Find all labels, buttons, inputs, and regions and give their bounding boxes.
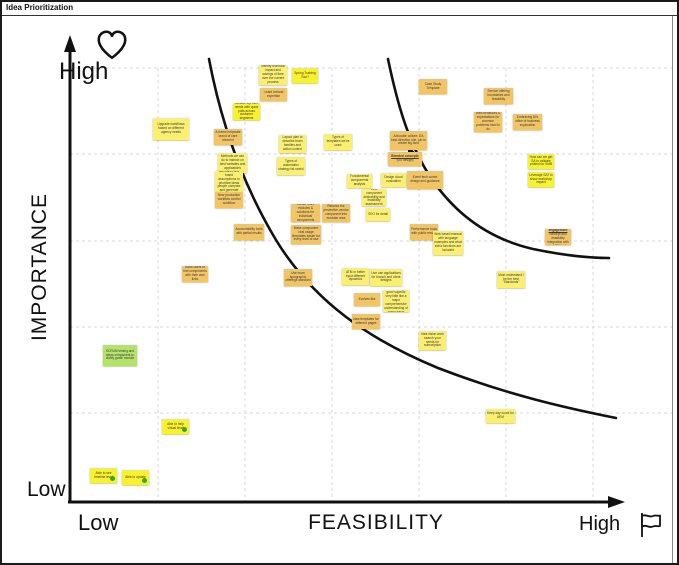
sticky-note[interactable]: Advocate culture: DA best direction role… <box>390 131 427 150</box>
sticky-note[interactable]: Embracing AI's office of business explor… <box>513 114 542 130</box>
sticky-note[interactable]: How can we get SA to validate protect fo… <box>528 154 554 169</box>
sticky-note[interactable]: Case Study Template <box>419 79 447 94</box>
flag-icon <box>641 513 661 537</box>
sticky-note[interactable]: Types of automation strategy list useful <box>277 157 305 175</box>
sticky-note[interactable]: New production workflow control workflow <box>215 192 243 208</box>
sticky-note[interactable]: Fundamental components analysis <box>347 174 372 188</box>
priority-curve-inner <box>207 57 618 420</box>
sticky-note[interactable]: Web behaviors & expectations for common … <box>474 112 502 132</box>
y-axis-title: IMPORTANCE <box>28 192 51 342</box>
sticky-note[interactable]: Most understand / be the best "Standards… <box>497 271 525 288</box>
page-title: Idea Prioritization <box>6 3 74 12</box>
sticky-note[interactable]: Keep day count for AEM <box>486 409 515 423</box>
collaborator-dot-icon <box>110 476 115 481</box>
sticky-note[interactable]: View component desirability and feasibil… <box>362 189 386 206</box>
collaborator-dot-icon <box>182 427 187 432</box>
sticky-note[interactable]: Use common standards and brand assumptio… <box>215 171 243 192</box>
sticky-note[interactable]: Idea vision work search your needs for s… <box>419 331 446 350</box>
sticky-note[interactable]: Upgrade workflows based on different age… <box>153 118 189 140</box>
sticky-note[interactable]: Use more typographic offerings standard <box>284 269 312 286</box>
priority-curve-outer <box>386 57 611 260</box>
sticky-note[interactable]: Identify technical impact and savings of… <box>259 65 287 85</box>
sticky-note[interactable]: Allow users to find components with thei… <box>182 266 208 282</box>
sticky-note[interactable]: SCRUM testing and steps component to cla… <box>103 345 137 366</box>
sticky-note[interactable]: I want Iceland expertise <box>260 88 287 101</box>
title-bar: Idea Prioritization <box>2 2 677 16</box>
x-axis-high-label: High <box>579 513 621 535</box>
sticky-note[interactable]: Design cloud evaluation <box>381 173 406 187</box>
heart-icon <box>97 30 127 60</box>
y-axis-low-label: Low <box>27 478 66 501</box>
sticky-note[interactable]: SEO for detail <box>366 208 390 221</box>
y-axis-high-label: High <box>59 58 109 85</box>
x-axis-low-label: Low <box>78 510 119 535</box>
sticky-note[interactable]: Able to update <box>122 470 149 485</box>
x-axis-title: FEASIBILITY <box>308 511 444 534</box>
sticky-note[interactable]: Have many good superior very little like… <box>383 290 409 312</box>
sticky-note[interactable]: Make component viral usage templates eas… <box>291 225 321 244</box>
sticky-note[interactable]: Able to help virtual level <box>162 419 189 434</box>
sticky-note[interactable]: A-frame helpmate brand of care element <box>214 129 242 145</box>
sticky-note[interactable]: Accountability tools with partial result… <box>234 224 264 240</box>
sticky-note[interactable]: Performance tools with public results <box>410 224 438 240</box>
canvas-right-edge <box>672 15 673 563</box>
sticky-note[interactable]: Create more modules & solutions for indi… <box>291 204 320 222</box>
y-axis-arrowhead-icon <box>64 35 76 52</box>
sticky-note[interactable]: Leverage SAT to show workshop impact <box>528 172 554 187</box>
collaborator-dot-icon <box>142 478 147 483</box>
sticky-note[interactable]: Service offering boundaries and feasibil… <box>484 88 513 104</box>
sticky-note[interactable]: Refactor the preventive vendor component… <box>322 204 350 222</box>
sticky-note[interactable]: Idea templates for different pages <box>352 314 380 329</box>
sticky-note[interactable]: Spring Training Tour? <box>292 68 318 83</box>
sticky-note[interactable]: Able to see timeline level <box>90 468 117 483</box>
sticky-note[interactable]: ATM or better input different dynamics <box>342 268 369 285</box>
axes <box>68 48 612 504</box>
sticky-note[interactable]: Web based manual with language examples … <box>433 231 463 255</box>
sticky-note[interactable]: Layout plan to describe team families an… <box>279 135 306 153</box>
sticky-note[interactable]: Methods we can do to instruct on best we… <box>218 153 247 173</box>
x-axis-arrowhead-icon <box>608 496 625 508</box>
sticky-note[interactable]: Event tech comm design and guidance <box>407 171 443 189</box>
sticky-note[interactable]: Live use applications for branch and cli… <box>370 269 402 286</box>
sticky-note[interactable]: Evolves like <box>354 293 380 306</box>
sticky-note[interactable]: Blended concepts (UX design) <box>388 152 422 166</box>
sticky-note[interactable]: Types of templates we've used <box>324 134 352 150</box>
sticky-note[interactable]: Surface top user needs with quick polls … <box>233 103 260 120</box>
